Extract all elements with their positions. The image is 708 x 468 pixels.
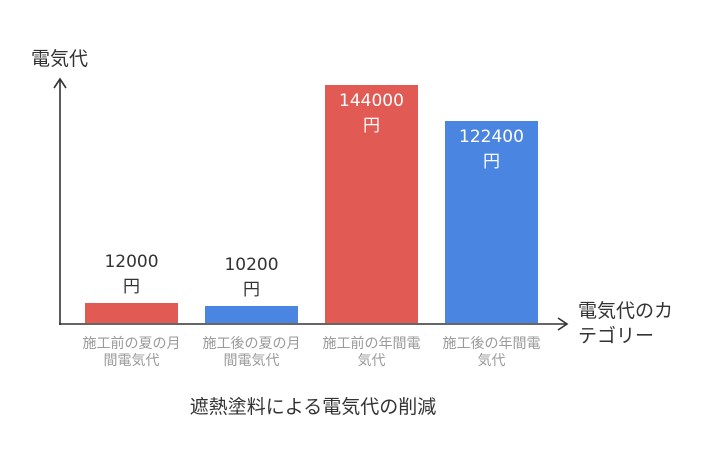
chart-title: 遮熱塗料による電気代の削減 [189, 396, 437, 418]
bar-1 [85, 303, 178, 323]
category-label-3: 施工前の年間電気代 [322, 336, 421, 369]
bar-value-label-1: 12000 円 [72, 250, 192, 300]
bar-value-label-3: 144000 円 [312, 89, 432, 139]
bar-value-unit-3: 円 [363, 115, 380, 136]
x-axis-arrowhead [557, 317, 569, 331]
category-label-4: 施工後の年間電気代 [442, 336, 541, 369]
category-label-1: 施工前の夏の月間電気代 [82, 336, 181, 369]
bar-value-label-4: 122400 円 [432, 125, 552, 175]
bar-value-label-2: 10200 円 [192, 253, 312, 303]
bar-2 [205, 306, 298, 323]
bar-value-unit-4: 円 [483, 151, 500, 172]
x-axis-label: 電気代のカテゴリー [578, 300, 674, 347]
bar-value-4: 122400 [459, 126, 524, 147]
bar-3 [325, 84, 418, 323]
bar-value-unit-2: 円 [243, 280, 260, 301]
y-axis-arrowhead [53, 77, 67, 89]
bar-value-3: 144000 [339, 90, 404, 111]
bar-value-unit-1: 円 [123, 277, 140, 298]
category-label-2: 施工後の夏の月間電気代 [202, 336, 301, 369]
bar-value-2: 10200 [224, 255, 279, 276]
y-axis-label: 電気代 [31, 48, 89, 70]
bar-4 [445, 120, 538, 323]
bar-value-1: 12000 [104, 252, 159, 273]
